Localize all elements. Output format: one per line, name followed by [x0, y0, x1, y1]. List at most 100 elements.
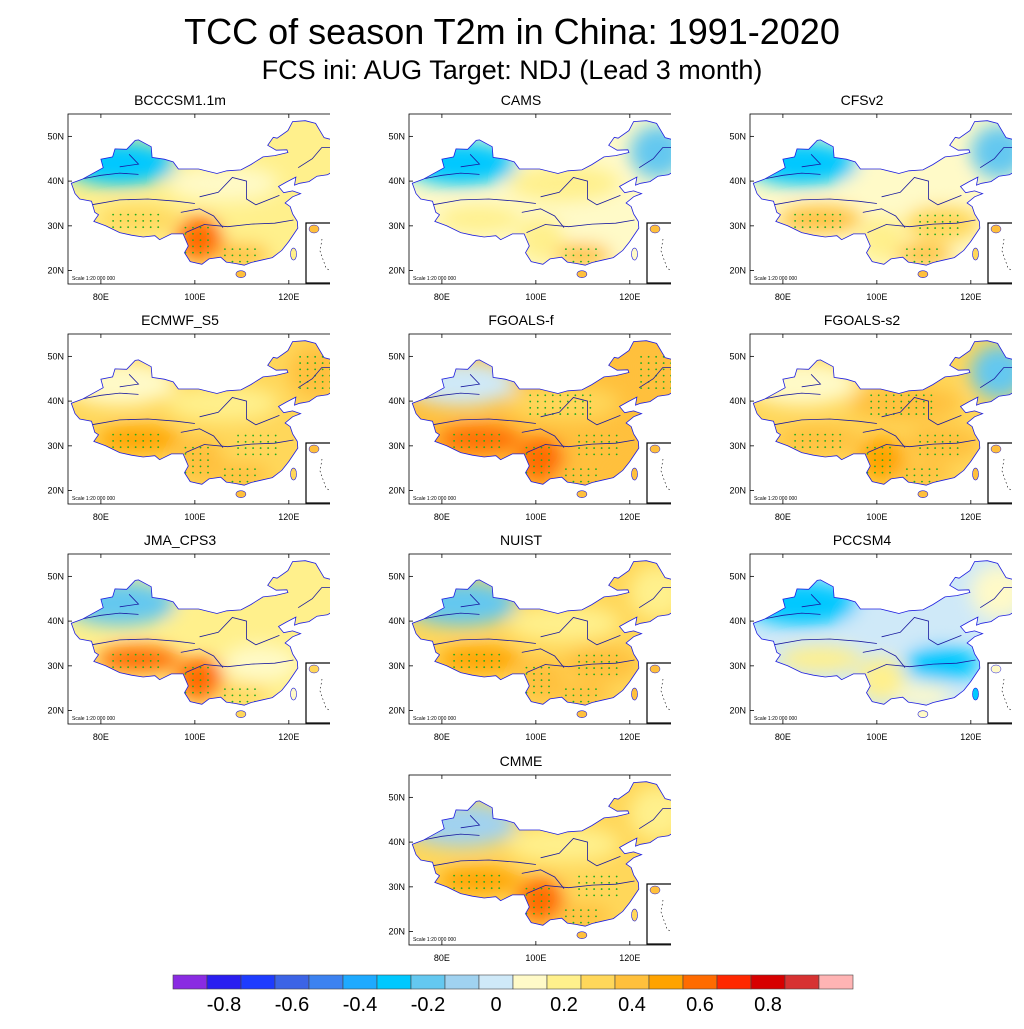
significance-dot: [321, 362, 324, 364]
y-tick-label: 20N: [729, 706, 746, 716]
significance-dot: [244, 447, 247, 449]
significance-dot: [662, 374, 665, 377]
significance-dot: [112, 220, 115, 222]
significance-dot: [192, 232, 194, 235]
china-border: [70, 340, 330, 486]
significance-dot: [453, 887, 456, 890]
significance-dot: [157, 226, 160, 229]
significance-dot: [580, 254, 582, 257]
tcc-region-south: [895, 463, 953, 486]
significance-dot: [540, 666, 543, 669]
significance-dot: [615, 660, 618, 663]
significance-dot: [662, 387, 665, 390]
significance-dot: [572, 700, 575, 703]
significance-dot: [498, 881, 501, 883]
river-line: [867, 439, 976, 453]
river-line: [180, 428, 224, 448]
significance-dot: [839, 433, 842, 436]
river-line: [862, 428, 906, 448]
significance-dot: [839, 220, 842, 222]
significance-dot: [192, 459, 194, 462]
taiwan-island: [631, 467, 638, 481]
significance-dot: [119, 666, 122, 669]
tcc-region-southwest: [517, 216, 565, 262]
y-tick-label: 40N: [47, 616, 64, 626]
significance-dot: [589, 413, 592, 415]
significance-dot: [906, 254, 908, 257]
significance-dot: [956, 214, 959, 217]
significance-dot: [926, 453, 929, 456]
significance-dot: [647, 362, 650, 364]
significance-dot: [192, 685, 194, 688]
significance-dot: [134, 660, 137, 662]
inset-coast: [649, 664, 661, 674]
significance-dot: [794, 440, 797, 442]
significance-dot: [881, 459, 884, 462]
significance-dot: [134, 220, 137, 222]
significance-dot: [127, 660, 130, 662]
significance-dot: [483, 653, 486, 656]
colorbar-swatch: [444, 974, 480, 990]
colorbar-tick-label: 0.2: [550, 994, 578, 1016]
significance-dot: [615, 654, 618, 657]
significance-dot: [801, 433, 804, 436]
map-panel-fgoals-f: FGOALS-f 20N 30N 40N 50N 80E 100E 120E Scale 1:2…: [371, 312, 671, 527]
significance-dot: [870, 413, 873, 415]
tcc-region-southwest: [517, 877, 565, 923]
panel-title: CFSv2: [840, 92, 884, 108]
significance-dot: [207, 685, 209, 688]
significance-dot: [112, 226, 115, 229]
colorbar-swatch: [172, 974, 208, 990]
significance-dot: [930, 413, 933, 415]
significance-dot: [578, 667, 580, 669]
river-line: [91, 198, 195, 206]
significance-dot: [490, 433, 493, 436]
significance-dot: [934, 227, 937, 229]
significance-dot: [608, 888, 611, 890]
river-line: [297, 147, 330, 169]
significance-dot: [572, 480, 575, 483]
significance-dot: [600, 881, 603, 884]
significance-dot: [460, 440, 463, 442]
x-tick-label: 80E: [93, 512, 109, 522]
significance-dot: [475, 666, 478, 669]
tcc-region-south: [213, 243, 271, 266]
significance-dot: [533, 685, 535, 688]
significance-dot: [670, 380, 671, 383]
y-tick-label: 20N: [729, 266, 746, 276]
significance-dot: [453, 660, 456, 662]
significance-dot: [589, 406, 592, 409]
inset-dashed-line: [1001, 238, 1012, 272]
significance-dot: [892, 400, 895, 403]
tcc-region-southwest: [517, 656, 565, 702]
significance-dot: [267, 434, 270, 437]
significance-dot: [580, 700, 582, 703]
significance-dot: [593, 453, 596, 456]
significance-dot: [926, 447, 929, 449]
significance-dot: [585, 660, 588, 663]
river-line: [979, 587, 1012, 609]
significance-dot: [184, 226, 187, 229]
tcc-region-northeast: [288, 125, 330, 179]
significance-dot: [587, 468, 590, 471]
inset-dashed-line: [1001, 458, 1012, 492]
significance-dot: [483, 446, 486, 449]
significance-dot: [475, 440, 478, 442]
y-tick-label: 30N: [388, 661, 405, 671]
significance-dot: [525, 465, 528, 468]
y-tick-label: 20N: [47, 266, 64, 276]
significance-dot: [259, 453, 262, 456]
significance-dot: [580, 474, 582, 477]
significance-dot: [237, 447, 239, 449]
map-panel-cmme: CMME 20N 30N 40N 50N 80E 100E 120E Scale 1:20 00…: [371, 753, 671, 968]
significance-dot: [824, 446, 827, 449]
significance-dot: [119, 446, 122, 449]
river-line: [773, 418, 877, 426]
significance-dot: [254, 248, 256, 251]
significance-dot: [913, 248, 916, 251]
significance-dot: [299, 380, 302, 383]
panel-title: JMA_CPS3: [143, 532, 217, 548]
significance-dot: [548, 459, 550, 462]
significance-dot: [881, 465, 884, 468]
significance-dot: [921, 260, 923, 263]
